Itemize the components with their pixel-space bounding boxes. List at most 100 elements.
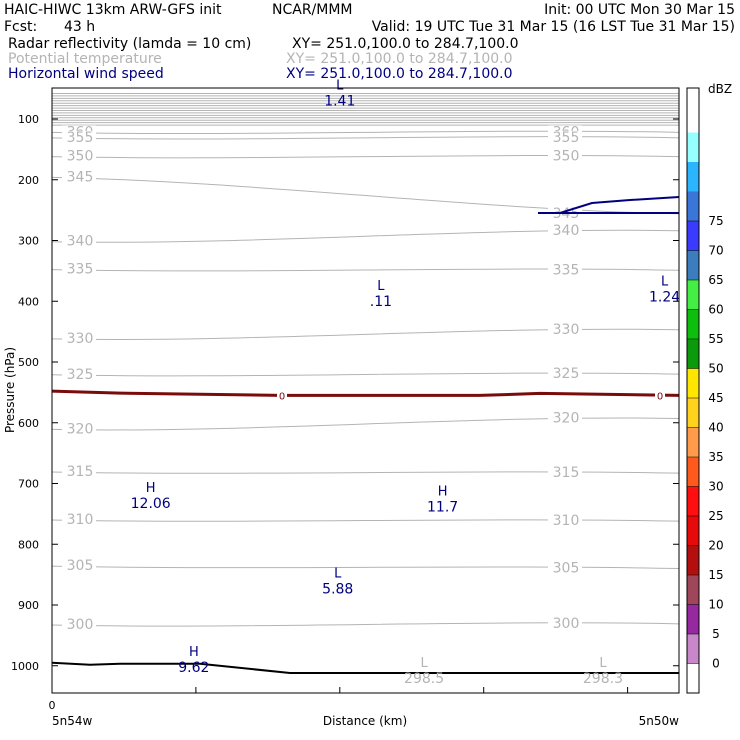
label-bg [62,422,96,437]
fcst-label: Fcst: [4,19,37,35]
terrain-path [51,661,679,675]
theta-label: 300 [67,617,94,633]
colorbar-tick-label: 20 [708,539,723,553]
colorbar-swatch [687,486,699,516]
theta-contour-line [51,519,680,522]
field-2-name: Potential temperature [8,51,162,67]
colorbar-swatch [687,457,699,487]
extremum-value: 11.7 [427,499,458,515]
label-bg [62,130,96,145]
colorbar-tick-label: 40 [708,421,723,435]
y-tick-label: 500 [18,356,39,369]
field-1-xy: XY= 251.0,100.0 to 284.7,100.0 [292,36,519,52]
label-bg [62,618,96,633]
extremum-value: 298.5 [404,671,444,687]
label-bg [655,389,665,402]
y-tick-label: 100 [18,113,39,126]
theta-label: 305 [553,561,580,577]
x-axis-label: Distance (km) [323,714,407,728]
label-bg [548,561,582,576]
wind-speed-contour [538,196,680,214]
colorbar-swatch [687,191,699,221]
colorbar-swatch [687,427,699,457]
colorbar-tick-label: 15 [708,568,723,582]
colorbar-swatch [687,250,699,280]
org-label: NCAR/MMM [272,2,353,18]
theta-contour-line [51,229,680,243]
label-bg [62,149,96,164]
colorbar-tick-label: 30 [708,480,723,494]
theta-label: 350 [67,149,94,165]
label-bg [548,466,582,481]
theta-label: 320 [67,421,94,437]
zero-contour-label: 0 [657,391,663,402]
colorbar-swatch [687,604,699,634]
theta-label: 345 [67,169,94,185]
label-bg [62,367,96,382]
theta-label: 320 [553,410,580,426]
extremum-type: L [336,79,344,94]
colorbar-tick-label: 0 [712,657,720,671]
label-bg [548,616,582,631]
label-bg [62,331,96,346]
extremum-type: H [146,481,156,496]
theta-label: 305 [67,558,94,574]
colorbar-tick-label: 45 [708,391,723,405]
colorbar-swatch [687,516,699,546]
colorbar-swatch [687,634,699,664]
colorbar-frame [686,87,700,694]
terrain-line [51,661,679,675]
field-2-xy: XY= 251.0,100.0 to 284.7,100.0 [286,51,513,67]
extremum-type: H [189,645,199,660]
theta-label: 335 [553,262,580,278]
y-tick-label: 400 [18,295,39,308]
x-tick-label: 0 [49,699,56,712]
colorbar-swatch [687,280,699,310]
theta-contour-line [51,471,680,474]
colorbar-unit: dBZ [708,82,732,96]
label-bg [548,149,582,164]
label-bg [62,234,96,249]
extremum-type: L [334,566,342,581]
theta-label: 325 [553,366,580,382]
colorbar-swatch [687,398,699,428]
header: HAIC-HIWC 13km ARW-GFS init NCAR/MMM Ini… [4,2,735,82]
colorbar-tick-label: 75 [708,214,723,228]
init-time: Init: 00 UTC Mon 30 Mar 15 [544,2,735,18]
y-axis-label: Pressure (hPa) [3,347,17,433]
label-bg [548,322,582,337]
label-bg [277,389,287,402]
theta-label: 330 [553,322,580,338]
colorbar-swatch [687,575,699,605]
label-bg [548,367,582,382]
label-bg [62,559,96,574]
field-1-name: Radar reflectivity (lamda = 10 cm) [8,36,251,52]
colorbar-swatch [687,132,699,162]
colorbar-tick-label: 5 [712,627,720,641]
theta-label: 350 [553,149,580,165]
zero-contour-label: 0 [279,391,285,402]
label-bg [62,170,96,185]
colorbar-swatch [687,309,699,339]
extremum-value: 1.41 [324,94,355,110]
theta-contours [51,92,680,627]
label-bg [548,130,582,145]
colorbar-swatch [687,221,699,251]
theta-contour-line [51,130,680,135]
colorbar-swatch [687,162,699,192]
extremum-type: L [420,656,428,671]
y-tick-label: 600 [18,417,39,430]
model-title: HAIC-HIWC 13km ARW-GFS init [4,2,222,18]
theta-contour-line [51,565,680,570]
extremum-type: L [661,274,669,289]
theta-label: 340 [553,223,580,239]
label-bg [62,512,96,527]
y-tick-label: 300 [18,235,39,248]
field-3-xy: XY= 251.0,100.0 to 284.7,100.0 [286,66,513,82]
label-bg [548,514,582,529]
theta-contour-line [51,176,680,215]
colorbar-swatch [687,368,699,398]
theta-contour-line [51,417,680,431]
label-bg [548,223,582,238]
colorbar-swatch [687,545,699,575]
